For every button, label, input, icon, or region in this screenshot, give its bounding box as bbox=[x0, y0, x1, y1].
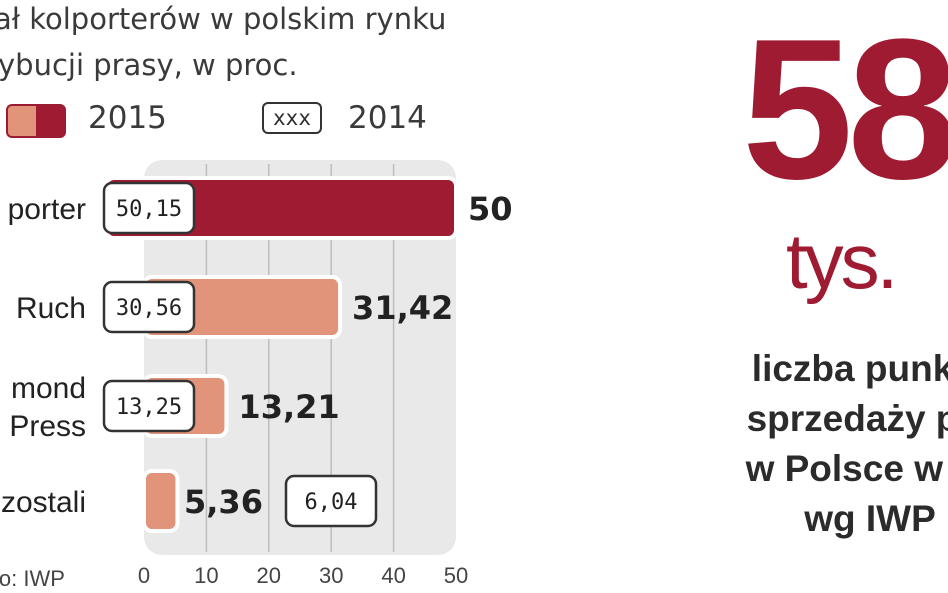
chart-title-line-1: ał kolporterów w polskim rynku bbox=[0, 2, 447, 36]
value-2014-label: 50,15 bbox=[116, 197, 182, 222]
highlight-description-line: sprzedaży pra bbox=[746, 398, 948, 439]
value-2015-label: 50 bbox=[468, 190, 513, 228]
category-label: ozostali bbox=[0, 486, 86, 519]
highlight-description: liczba punktó sprzedaży pra w Polsce w 2… bbox=[660, 344, 948, 544]
legend-label-2014: 2014 bbox=[348, 100, 427, 136]
x-tick-label: 40 bbox=[381, 563, 405, 588]
category-label: Press bbox=[9, 410, 86, 443]
x-tick-label: 0 bbox=[138, 563, 150, 588]
value-2014-box bbox=[102, 379, 196, 433]
legend-swatch-light bbox=[6, 104, 36, 138]
x-tick-label: 20 bbox=[257, 563, 281, 588]
legend-label-2015: 2015 bbox=[88, 100, 167, 136]
value-2014-label: 13,25 bbox=[116, 395, 182, 420]
x-tick-label: 50 bbox=[444, 563, 468, 588]
value-2014-box bbox=[102, 280, 196, 334]
category-label: porter bbox=[8, 193, 86, 226]
highlight-description-line: w Polsce w 20 bbox=[745, 448, 948, 489]
chart-title-line-2: ybucji prasy, w proc. bbox=[0, 48, 298, 82]
legend-swatch-dark bbox=[36, 104, 66, 138]
legend-previous-box: xxx bbox=[262, 102, 322, 134]
category-label: mond bbox=[11, 372, 86, 405]
bar-chart: 50,15 50 porter 30,56 31,42 Ruch 13,25 13,21 mon… bbox=[0, 160, 513, 591]
legend: 2015 xxx 2014 bbox=[0, 98, 460, 140]
plot-background bbox=[144, 160, 456, 555]
value-2015-label: 5,36 bbox=[184, 483, 263, 521]
value-2015-label: 31,42 bbox=[352, 289, 453, 327]
x-tick-label: 10 bbox=[194, 563, 218, 588]
highlight-description-line: wg IWP bbox=[804, 498, 936, 539]
highlight-unit: tys. bbox=[786, 217, 898, 305]
highlight-number: 58 bbox=[742, 0, 948, 221]
value-2015-label: 13,21 bbox=[238, 388, 339, 426]
x-tick-label: 30 bbox=[319, 563, 343, 588]
category-label: Ruch bbox=[16, 292, 86, 325]
bar-2015 bbox=[142, 469, 180, 533]
source-note: ło: IWP bbox=[0, 566, 65, 591]
highlight-description-line: liczba punktó bbox=[751, 348, 948, 389]
value-2014-label: 6,04 bbox=[305, 490, 358, 515]
value-2014-box bbox=[102, 181, 196, 235]
value-2014-label: 30,56 bbox=[116, 296, 182, 321]
value-2014-box bbox=[284, 474, 378, 528]
